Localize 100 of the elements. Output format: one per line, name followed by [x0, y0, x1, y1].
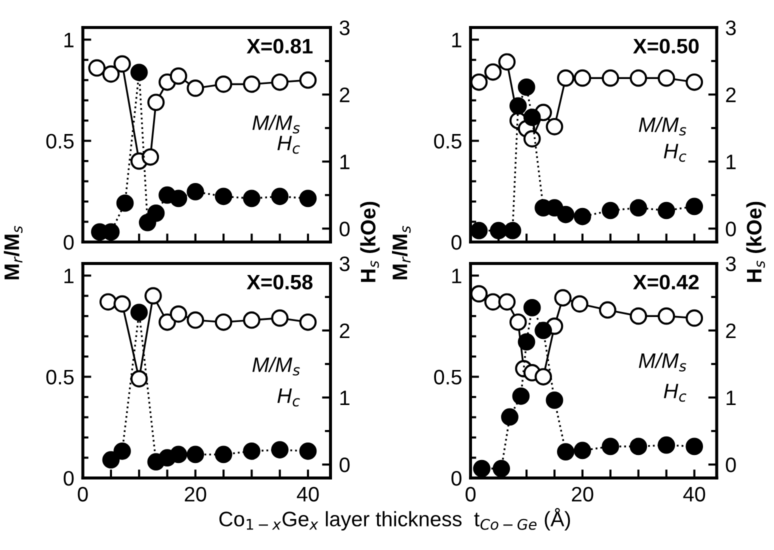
point — [574, 442, 592, 460]
series-label: M/M$_{s}$ — [638, 352, 686, 372]
point — [130, 64, 148, 82]
point — [214, 188, 232, 206]
point — [501, 408, 518, 426]
y2-tick-label: 0 — [340, 458, 350, 472]
y-tick-label: 1 — [64, 32, 74, 48]
point — [557, 69, 574, 87]
y-tick-label: 0 — [451, 470, 462, 486]
point — [271, 73, 289, 91]
point — [147, 204, 165, 222]
point — [144, 287, 162, 305]
y2-tick-label: 2 — [726, 88, 736, 102]
point — [243, 190, 260, 208]
y2-tick-label: 1 — [340, 154, 350, 170]
series-label: M/M$_{s}$ — [252, 114, 300, 134]
y2-tick-label: 1 — [726, 390, 736, 406]
point — [602, 202, 620, 220]
point — [299, 313, 317, 331]
point — [630, 307, 648, 325]
y2-tick-label: 2 — [340, 323, 350, 338]
point — [299, 71, 317, 89]
point — [557, 443, 574, 460]
x-tick-label: 0 — [466, 486, 476, 502]
point — [602, 438, 620, 456]
series-label: H$_{c}$ — [277, 388, 300, 406]
point — [243, 442, 260, 460]
point — [130, 304, 148, 322]
point — [523, 108, 541, 126]
x-tick-label: 20 — [572, 486, 594, 502]
point — [686, 438, 704, 456]
point — [102, 65, 120, 83]
point — [186, 183, 204, 200]
point — [170, 305, 188, 323]
point — [170, 446, 188, 464]
y2-tick-label: 3 — [726, 256, 736, 272]
point — [470, 285, 488, 302]
point — [114, 442, 131, 460]
y2-tick-label: 3 — [340, 256, 350, 272]
y2-tick-label: 1 — [340, 390, 350, 406]
y2-tick-label: 0 — [340, 222, 350, 236]
annotation: X=0.58 — [246, 274, 313, 290]
y-tick-label: 0.5 — [46, 370, 74, 385]
y2-tick-label: 0 — [726, 222, 736, 236]
x-tick-label: 0 — [78, 486, 88, 502]
point — [142, 148, 160, 166]
point — [484, 293, 502, 311]
point — [518, 333, 536, 351]
point — [99, 293, 117, 311]
y2-axis-title: H$_{s}$ (kOe) — [360, 202, 380, 282]
point — [484, 63, 502, 81]
point — [686, 309, 704, 327]
point — [512, 387, 530, 405]
y-tick-label: 0 — [64, 470, 74, 486]
y-tick-label: 1 — [452, 268, 462, 284]
point — [658, 307, 676, 325]
point — [170, 190, 188, 208]
point — [498, 293, 516, 311]
point — [116, 194, 134, 212]
series-label: H$_{c}$ — [277, 136, 300, 154]
point — [114, 55, 131, 73]
point — [299, 190, 317, 208]
point — [271, 188, 289, 206]
y2-tick-label: 2 — [340, 88, 350, 102]
point — [490, 222, 508, 240]
point — [630, 69, 648, 87]
point — [523, 130, 541, 148]
point — [504, 222, 522, 240]
annotation: X=0.42 — [633, 274, 699, 290]
point — [546, 118, 564, 136]
series-label: H$_{c}$ — [664, 384, 686, 402]
point — [630, 199, 648, 216]
point — [534, 322, 552, 340]
series-label: H$_{c}$ — [664, 144, 686, 162]
point — [509, 97, 527, 115]
point — [170, 67, 188, 85]
point — [271, 441, 289, 458]
y-axis-title: M$_{r}$/M$_{s}$ — [392, 226, 411, 280]
y2-tick-label: 2 — [726, 323, 736, 338]
y2-tick-label: 3 — [726, 20, 736, 36]
point — [686, 73, 704, 91]
y-axis-title: M$_{r}$/M$_{s}$ — [4, 226, 23, 280]
y-tick-label: 1 — [64, 268, 74, 284]
x-tick-label: 40 — [296, 486, 319, 502]
point — [498, 53, 516, 71]
y2-tick-label: 0 — [726, 458, 736, 472]
point — [186, 311, 204, 329]
point — [658, 202, 676, 220]
point — [470, 73, 488, 91]
annotation: X=0.81 — [246, 38, 313, 54]
point — [574, 69, 592, 87]
y-tick-label: 0.5 — [46, 134, 74, 149]
point — [598, 301, 616, 319]
point — [299, 442, 317, 460]
point — [130, 370, 148, 388]
y-tick-label: 0 — [64, 235, 74, 250]
x-tick-label: 40 — [683, 486, 706, 502]
point — [658, 69, 676, 87]
annotation: X=0.50 — [633, 38, 699, 54]
x-tick-label: 20 — [184, 486, 206, 502]
